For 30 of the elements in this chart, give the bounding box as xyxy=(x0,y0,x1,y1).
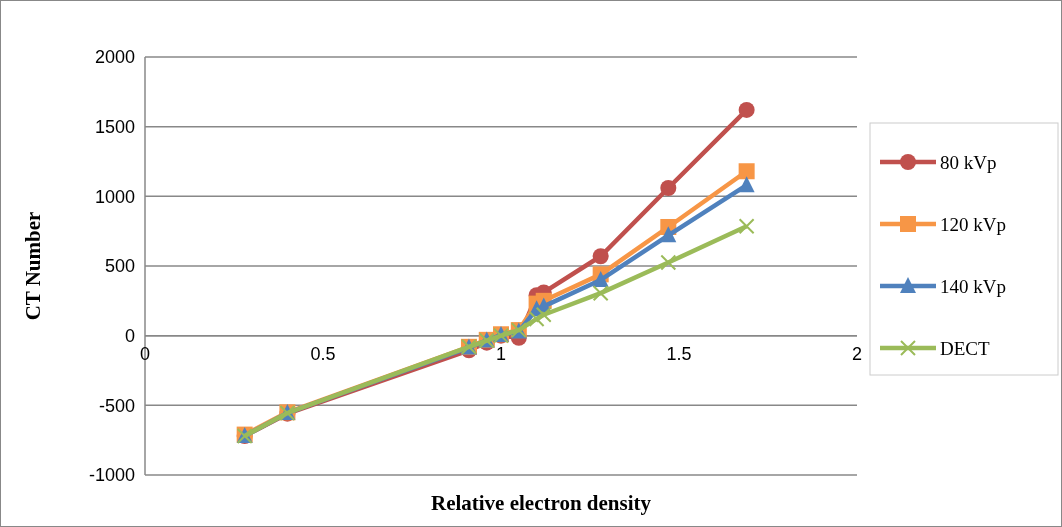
point xyxy=(592,285,609,302)
x-axis-title: Relative electron density xyxy=(430,491,652,515)
point xyxy=(738,218,755,235)
point xyxy=(660,254,677,271)
x-tick-label: 2 xyxy=(851,343,863,364)
y-tick-label: 0 xyxy=(124,325,135,346)
legend-label: 80 kVp xyxy=(940,151,997,173)
point xyxy=(592,248,609,265)
y-tick-label: 2000 xyxy=(94,47,135,68)
legend-label: 120 kVp xyxy=(940,213,1006,235)
legend-label: DECT xyxy=(940,337,990,359)
point xyxy=(592,270,609,287)
legend-label: 140 kVp xyxy=(940,275,1006,297)
x-tick-label: 1 xyxy=(495,343,507,364)
point xyxy=(535,306,552,323)
point xyxy=(738,163,755,180)
point xyxy=(738,176,755,193)
x-tick-label: 0.5 xyxy=(310,343,336,364)
y-tick-label: 1000 xyxy=(94,186,135,207)
y-axis-title: CT Number xyxy=(21,211,45,321)
y-tick-label: 500 xyxy=(104,256,135,277)
point xyxy=(660,226,677,243)
point xyxy=(528,310,545,327)
x-tick-label: 0 xyxy=(139,343,151,364)
y-tick-label: 1500 xyxy=(94,116,135,137)
x-tick-label: 1.5 xyxy=(666,343,692,364)
point xyxy=(660,179,677,196)
point xyxy=(738,101,755,118)
y-tick-label: -500 xyxy=(98,395,135,416)
y-tick-label: -1000 xyxy=(88,465,135,486)
